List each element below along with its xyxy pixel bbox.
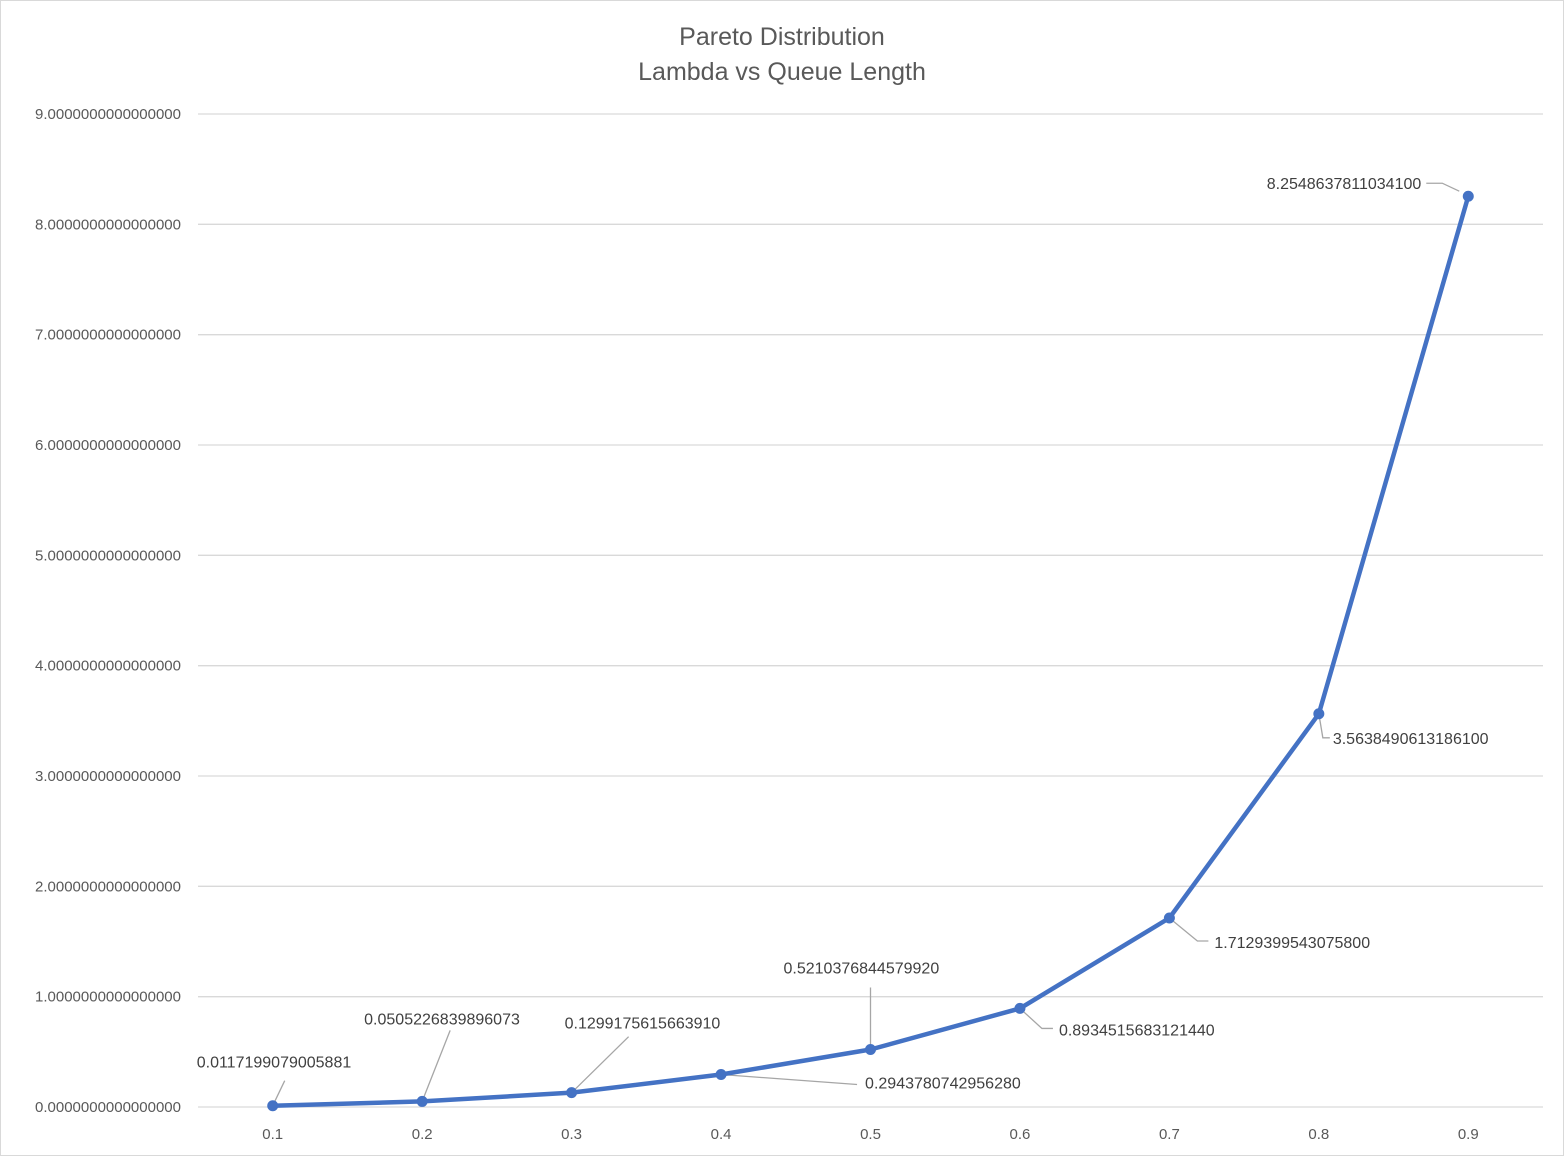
chart-title-line-1: Pareto Distribution: [679, 23, 885, 51]
y-tick-label: 9.0000000000000000: [35, 106, 181, 123]
data-point: [1014, 1002, 1026, 1014]
y-tick-label: 0.0000000000000000: [35, 1099, 181, 1116]
y-tick-label: 3.0000000000000000: [35, 768, 181, 785]
leader-line: [1019, 1007, 1053, 1030]
x-tick-label: 0.6: [1010, 1126, 1031, 1143]
data-label-leader-lines: [272, 182, 1460, 1106]
x-tick-label: 0.2: [412, 1126, 433, 1143]
leader-line: [721, 1073, 858, 1086]
data-label: 0.0505226839896073: [364, 1011, 520, 1028]
chart-title: Pareto Distribution Lambda vs Queue Leng…: [0, 20, 1564, 90]
data-label: 3.5638490613186100: [1333, 731, 1489, 748]
y-tick-label: 5.0000000000000000: [35, 547, 181, 564]
y-tick-label: 2.0000000000000000: [35, 878, 181, 895]
data-point: [267, 1100, 279, 1112]
data-label: 0.5210376844579920: [784, 961, 940, 978]
x-tick-label: 0.3: [561, 1126, 582, 1143]
data-label: 1.7129399543075800: [1214, 935, 1370, 952]
y-tick-label: 6.0000000000000000: [35, 437, 181, 454]
y-tick-label: 7.0000000000000000: [35, 327, 181, 344]
data-point: [715, 1069, 727, 1081]
chart-title-line-2: Lambda vs Queue Length: [638, 58, 926, 86]
data-label: 0.1299175615663910: [565, 1016, 721, 1033]
data-point: [416, 1095, 428, 1107]
leader-line: [1426, 182, 1460, 192]
x-tick-label: 0.9: [1458, 1126, 1479, 1143]
data-point: [1313, 708, 1325, 720]
data-point: [566, 1087, 578, 1099]
data-point: [1163, 912, 1175, 924]
data-label: 0.8934515683121440: [1059, 1022, 1215, 1039]
leader-line: [421, 1030, 451, 1102]
x-tick-label: 0.5: [860, 1126, 881, 1143]
series-layer: [267, 190, 1474, 1112]
x-axis-tick-labels: 0.1 0.2 0.3 0.4 0.5 0.6 0.7 0.8 0.9: [262, 1126, 1478, 1143]
data-label: 0.0117199079005881: [197, 1055, 352, 1072]
data-label: 0.2943780742956280: [865, 1076, 1021, 1093]
x-tick-label: 0.7: [1159, 1126, 1180, 1143]
leader-line: [1318, 713, 1330, 739]
x-tick-label: 0.4: [711, 1126, 732, 1143]
data-label: 8.2548637811034100: [1267, 176, 1422, 193]
leader-line: [571, 1036, 630, 1094]
data-labels: 0.0117199079005881 0.0505226839896073 0.12…: [197, 176, 1489, 1092]
y-tick-label: 4.0000000000000000: [35, 658, 181, 675]
data-point: [865, 1044, 876, 1056]
y-tick-label: 8.0000000000000000: [35, 216, 181, 233]
gridlines: [198, 113, 1543, 1108]
y-axis-tick-labels: 0.0000000000000000 1.0000000000000000 2.00…: [35, 106, 181, 1116]
x-tick-label: 0.8: [1308, 1126, 1329, 1143]
leader-line: [1168, 917, 1209, 942]
y-tick-label: 1.0000000000000000: [35, 989, 181, 1006]
x-tick-label: 0.1: [262, 1126, 283, 1143]
data-point: [1462, 190, 1474, 202]
